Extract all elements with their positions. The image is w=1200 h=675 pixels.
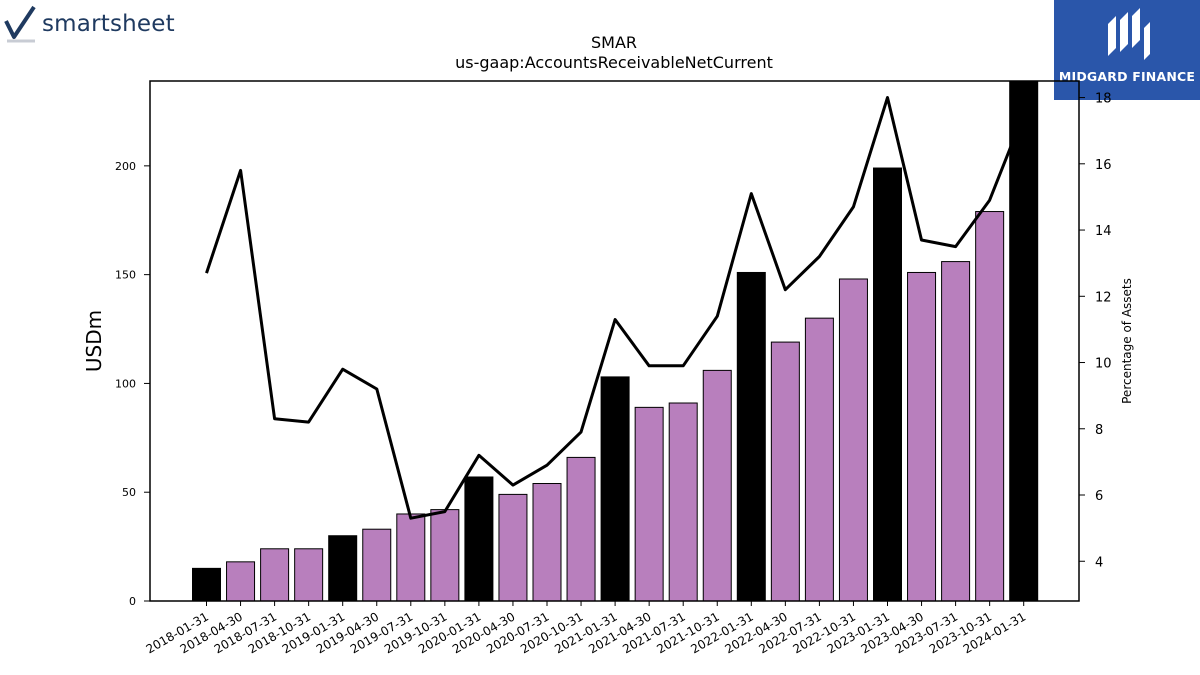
bar-2022-07-31 xyxy=(804,317,834,602)
bar-2021-07-31 xyxy=(668,402,698,602)
bar-2022-10-31 xyxy=(838,278,868,602)
bar-2018-10-31 xyxy=(294,548,324,602)
y-tick-label: 0 xyxy=(129,595,136,608)
chart-title: SMAR xyxy=(591,33,637,52)
bar-2019-07-31 xyxy=(396,513,426,602)
y-axis-label: USDm xyxy=(82,310,106,372)
y2-tick-label: 10 xyxy=(1095,357,1112,372)
plot-frame xyxy=(149,80,1080,602)
y-tick-label: 50 xyxy=(122,486,136,499)
x-axis-ticks: 2018-01-312018-04-302018-07-312018-10-31… xyxy=(144,601,1028,656)
checkmark-icon xyxy=(4,5,36,43)
bar-2019-10-31 xyxy=(430,509,460,602)
y2-tick-label: 6 xyxy=(1095,489,1103,504)
bar-2019-01-31 xyxy=(328,535,358,602)
smartsheet-logo: smartsheet xyxy=(4,4,175,44)
y-tick-label: 200 xyxy=(115,160,136,173)
y2-tick-label: 16 xyxy=(1095,158,1112,173)
bar-2018-04-30 xyxy=(226,561,256,602)
y2-tick-label: 18 xyxy=(1095,92,1112,107)
bar-2023-04-30 xyxy=(907,271,937,602)
bar-2023-01-31 xyxy=(873,167,902,602)
midgard-wordmark: MIDGARD FINANCE xyxy=(1058,69,1196,84)
y2-axis-label: Percentage of Assets xyxy=(1120,278,1134,404)
bar-2020-04-30 xyxy=(498,493,528,602)
bar-2020-10-31 xyxy=(566,456,596,602)
y-axis-ticks: 0 50 100 150 200 xyxy=(115,160,150,608)
y2-tick-label: 4 xyxy=(1095,555,1103,570)
percentage-line xyxy=(205,96,1026,520)
chart-subtitle: us-gaap:AccountsReceivableNetCurrent xyxy=(455,53,773,72)
bar-2024-01-31 xyxy=(1009,80,1039,602)
bar-2018-01-31 xyxy=(192,567,221,602)
bar-2021-04-30 xyxy=(634,406,664,602)
smartsheet-wordmark: smartsheet xyxy=(42,11,175,37)
bar-series xyxy=(192,80,1039,602)
y2-tick-label: 12 xyxy=(1095,290,1112,305)
midgard-m-icon xyxy=(1108,8,1150,60)
bar-2020-01-31 xyxy=(464,476,494,602)
bar-2022-04-30 xyxy=(770,341,800,602)
y2-tick-label: 14 xyxy=(1095,224,1112,239)
y2-tick-label: 8 xyxy=(1095,423,1103,438)
bar-2020-07-31 xyxy=(532,483,562,602)
bar-2019-04-30 xyxy=(362,528,392,602)
bar-2023-10-31 xyxy=(975,211,1005,602)
bar-2022-01-31 xyxy=(736,271,766,602)
line-series xyxy=(205,96,1026,520)
y2-axis-ticks: 4 6 8 10 12 14 16 18 xyxy=(1079,92,1112,570)
bar-2023-07-31 xyxy=(941,261,971,602)
bar-2018-07-31 xyxy=(260,548,290,602)
bar-2021-10-31 xyxy=(702,369,732,602)
y-tick-label: 150 xyxy=(115,269,136,282)
bar-2021-01-31 xyxy=(600,376,630,602)
y-tick-label: 100 xyxy=(115,377,136,390)
